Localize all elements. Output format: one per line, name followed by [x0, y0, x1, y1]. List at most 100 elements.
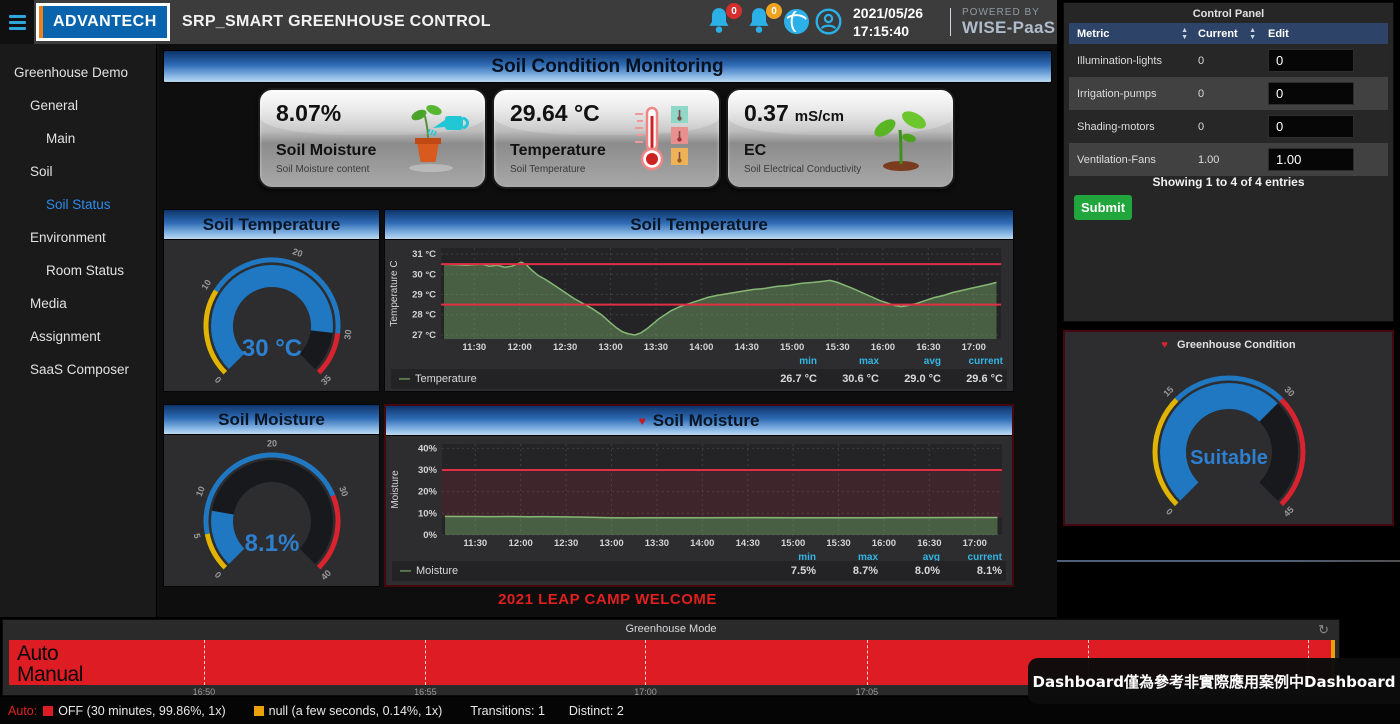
- soil-temp-chart: 27 °C 28 °C 29 °C 30 °C 31 °C 11:30 12:00 12:30…: [385, 242, 1013, 393]
- control-row-ventilation-fans: Ventilation-Fans 1.00: [1069, 143, 1388, 176]
- svg-text:0: 0: [1164, 506, 1175, 517]
- sidebar-item-assignment[interactable]: Assignment: [30, 329, 101, 344]
- chart-legend: — Moisture 7.5% 8.7% 8.0% 8.1%: [392, 561, 1006, 581]
- legend-distinct: Distinct: 2: [568, 703, 624, 718]
- current-value: 0: [1198, 120, 1205, 133]
- metric-name: Ventilation-Fans: [1077, 153, 1156, 166]
- svg-text:30: 30: [342, 328, 353, 339]
- alarm-bell-icon[interactable]: 0: [706, 3, 742, 37]
- panel-title-soil-moist-gauge: Soil Moisture: [164, 405, 379, 435]
- stat-min: 26.7 °C: [780, 373, 817, 385]
- sort-metric-icon[interactable]: ▲ ▼: [1181, 26, 1188, 41]
- series-name[interactable]: Temperature: [415, 373, 477, 385]
- svg-text:20: 20: [291, 246, 304, 259]
- svg-text:27 °C: 27 °C: [412, 330, 436, 341]
- svg-text:17:00: 17:00: [962, 342, 986, 353]
- svg-text:16:00: 16:00: [872, 538, 896, 549]
- svg-text:20: 20: [266, 438, 276, 448]
- chart-legend: — Temperature 26.7 °C 30.6 °C 29.0 °C 29.6 °C: [391, 369, 1007, 389]
- edit-input-ventilation-fans[interactable]: [1268, 148, 1354, 171]
- svg-text:14:30: 14:30: [736, 538, 760, 549]
- edit-input-shading-motors[interactable]: [1268, 115, 1354, 138]
- control-row-illumination-lights: Illumination-lights 0: [1069, 44, 1388, 77]
- timeline-gridline: [203, 640, 205, 685]
- metric-card-ec: 0.37 mS/cm EC Soil Electrical Conductivity: [726, 88, 955, 189]
- sidebar-item-general[interactable]: General: [30, 98, 79, 113]
- control-panel-rows: Illumination-lights0Irrigation-pumps0Sha…: [1069, 44, 1388, 176]
- svg-text:10%: 10%: [418, 508, 438, 519]
- svg-text:15:00: 15:00: [781, 538, 805, 549]
- sidebar-item-room-status[interactable]: Room Status: [46, 263, 125, 278]
- time-text: 17:15:40: [853, 23, 910, 39]
- greenhouse-mode-title: Greenhouse Mode: [625, 623, 717, 635]
- hamburger-menu-icon[interactable]: [0, 0, 34, 44]
- right-column: Control Panel Metric ▲ ▼ Current ▲ ▼ Edit Il…: [1057, 0, 1400, 617]
- user-account-icon[interactable]: [815, 8, 842, 35]
- edit-input-illumination-lights[interactable]: [1268, 49, 1354, 72]
- panel-soil-moist-gauge: Soil Moisture 0 5 10 20 30 40 8.1%: [163, 404, 380, 587]
- svg-text:13:30: 13:30: [644, 342, 668, 353]
- svg-text:14:30: 14:30: [735, 342, 759, 353]
- sidebar-item-soil[interactable]: Soil: [30, 164, 53, 179]
- logo-text: ADVANTECH: [43, 6, 167, 38]
- svg-text:13:00: 13:00: [599, 538, 623, 549]
- svg-text:31 °C: 31 °C: [412, 249, 436, 260]
- page-title: SRP_SMART GREENHOUSE CONTROL: [182, 13, 491, 30]
- refresh-icon[interactable]: ↻: [1318, 622, 1329, 637]
- series-name[interactable]: Moisture: [416, 565, 459, 577]
- soil-moisture-gauge: 0 5 10 20 30 40 8.1%: [164, 435, 379, 586]
- topbar-divider: [950, 8, 951, 36]
- svg-text:11:30: 11:30: [462, 342, 486, 353]
- sidebar-item-main[interactable]: Main: [46, 131, 76, 146]
- welcome-banner-text: 2021 LEAP CAMP WELCOME: [498, 591, 717, 608]
- sidebar-nav: Greenhouse Demo General Main Soil Soil Statu…: [0, 44, 157, 617]
- legend-item-0[interactable]: OFF (30 minutes, 99.86%, 1x): [43, 704, 226, 718]
- greenhouse-condition-title: ♥ Greenhouse Condition: [1161, 339, 1296, 351]
- current-value: 0: [1198, 54, 1205, 67]
- svg-text:10: 10: [199, 277, 213, 291]
- advantech-logo: ADVANTECH: [36, 3, 170, 41]
- chart-stats-headers: min max avg current: [799, 356, 1003, 367]
- sidebar-item-media[interactable]: Media: [30, 296, 67, 311]
- logo-accent-bar: [39, 6, 43, 38]
- date-text: 2021/05/26: [853, 5, 924, 21]
- control-panel: Control Panel Metric ▲ ▼ Current ▲ ▼ Edit Il…: [1063, 2, 1394, 322]
- control-panel-title: Control Panel: [1192, 8, 1265, 20]
- top-bar: ADVANTECH SRP_SMART GREENHOUSE CONTROL 0…: [0, 0, 1057, 44]
- control-panel-table: Metric ▲ ▼ Current ▲ ▼ Edit Illumination-lig…: [1069, 23, 1388, 176]
- warning-bell-icon[interactable]: 0: [746, 3, 782, 37]
- globe-icon[interactable]: [783, 8, 810, 35]
- submit-button[interactable]: Submit: [1074, 195, 1132, 220]
- legend-item-1[interactable]: null (a few seconds, 0.14%, 1x): [253, 704, 442, 718]
- seedling-icon: [874, 111, 926, 171]
- stat-avg: 8.0%: [914, 565, 940, 577]
- sidebar-item-soil-status[interactable]: Soil Status: [46, 197, 111, 212]
- metric-label: Soil Moisture: [276, 142, 377, 159]
- svg-text:0%: 0%: [423, 530, 437, 541]
- soil-moisture-chart: 0% 10% 20% 30% 40% 11:30 12:00 12:30 13:00 13:30 1…: [386, 438, 1012, 585]
- sidebar-item-greenhouse-demo[interactable]: Greenhouse Demo: [14, 65, 129, 80]
- control-panel-table-header: Metric ▲ ▼ Current ▲ ▼ Edit: [1069, 23, 1388, 44]
- timeline-tick-label: 17:05: [855, 687, 879, 697]
- soil-temp-gauge: 0 10 20 30 35 30 °C: [164, 240, 379, 391]
- powered-by-brand: POWERED BY WISE-PaaS: [962, 5, 1055, 36]
- stat-current: 8.1%: [976, 565, 1002, 577]
- alarm-count-badge: 0: [726, 3, 742, 19]
- metric-card-soil-moisture: 8.07% Soil Moisture Soil Moisture content: [258, 88, 487, 189]
- metric-sublabel: Soil Temperature: [510, 164, 586, 175]
- edit-input-irrigation-pumps[interactable]: [1268, 82, 1354, 105]
- column-edit: Edit: [1268, 27, 1289, 40]
- sort-current-icon[interactable]: ▲ ▼: [1249, 26, 1256, 41]
- current-value: 1.00: [1198, 153, 1220, 166]
- svg-text:15:30: 15:30: [825, 342, 849, 353]
- column-metric[interactable]: Metric: [1077, 27, 1110, 40]
- svg-text:15:00: 15:00: [780, 342, 804, 353]
- column-current[interactable]: Current: [1198, 27, 1238, 40]
- sidebar-item-saas-composer[interactable]: SaaS Composer: [30, 362, 130, 377]
- powered-by-text: POWERED BY: [962, 7, 1040, 18]
- panel-title-soil-temp-chart: Soil Temperature: [385, 210, 1013, 240]
- sidebar-item-environment[interactable]: Environment: [30, 230, 106, 245]
- divider-line: [1057, 560, 1400, 562]
- table-entries-info: Showing 1 to 4 of 4 entries: [1152, 175, 1305, 189]
